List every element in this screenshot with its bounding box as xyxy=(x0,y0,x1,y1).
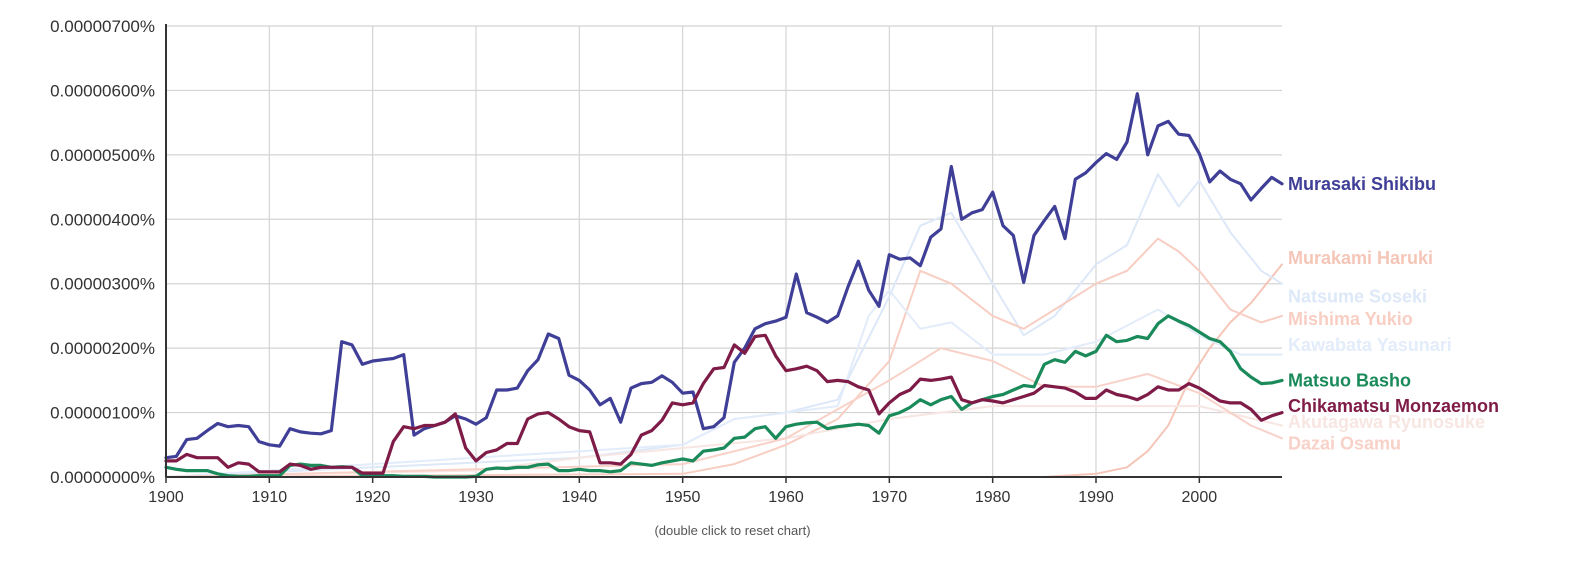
series-line-murasaki-shikibu xyxy=(164,92,1284,460)
highlighted-series-group xyxy=(164,92,1284,479)
series-line-akutagawa-ryunosuke xyxy=(165,405,1283,478)
x-tick-label: 1980 xyxy=(975,489,1011,506)
y-tick-label: 0.00000700% xyxy=(50,17,155,36)
x-tick-label: 1970 xyxy=(872,489,908,506)
legend-label-kawabata-yasunari: Kawabata Yasunari xyxy=(1288,335,1452,355)
series-line-dazai-osamu xyxy=(165,347,1283,478)
x-tick-label: 1920 xyxy=(355,489,391,506)
x-tick-label: 1910 xyxy=(252,489,288,506)
y-tick-label: 0.00000000% xyxy=(50,468,155,487)
series-line-chikamatsu-monzaemon xyxy=(164,333,1284,475)
y-tick-label: 0.00000300% xyxy=(50,275,155,294)
legend-label-mishima-yukio: Mishima Yukio xyxy=(1288,309,1413,329)
x-tick-label: 1930 xyxy=(458,489,494,506)
series-line-murakami-haruki xyxy=(165,263,1283,478)
legend-label-dazai-osamu: Dazai Osamu xyxy=(1288,433,1401,453)
legend-label-matsuo-basho: Matsuo Basho xyxy=(1288,370,1411,390)
x-tick-label: 1950 xyxy=(665,489,701,506)
y-tick-label: 0.00000200% xyxy=(50,339,155,358)
legend-label-murasaki-shikibu: Murasaki Shikibu xyxy=(1288,174,1436,194)
x-tick-label: 1900 xyxy=(148,489,184,506)
y-tick-label: 0.00000600% xyxy=(50,81,155,100)
reset-chart-hint: (double click to reset chart) xyxy=(654,523,811,538)
y-tick-label: 0.00000500% xyxy=(50,146,155,165)
x-tick-label: 1960 xyxy=(768,489,804,506)
chart-axes: 0.00000000% 0.00000100% 0.00000200% 0.00000… xyxy=(50,17,1282,506)
legend-label-murakami-haruki: Murakami Haruki xyxy=(1288,248,1433,268)
legend-label-akutagawa-ryunosuke: Akutagawa Ryunosuke xyxy=(1288,412,1485,432)
y-tick-label: 0.00000100% xyxy=(50,404,155,423)
y-tick-label: 0.00000400% xyxy=(50,210,155,229)
series-line-mishima-yukio xyxy=(165,237,1283,478)
faded-series-group xyxy=(165,173,1283,478)
x-tick-label: 1990 xyxy=(1078,489,1114,506)
legend-label-chikamatsu-monzaemon: Chikamatsu Monzaemon xyxy=(1288,396,1499,416)
x-tick-label: 2000 xyxy=(1182,489,1218,506)
x-tick-label: 1940 xyxy=(562,489,598,506)
legend-label-natsume-soseki: Natsume Soseki xyxy=(1288,287,1427,307)
